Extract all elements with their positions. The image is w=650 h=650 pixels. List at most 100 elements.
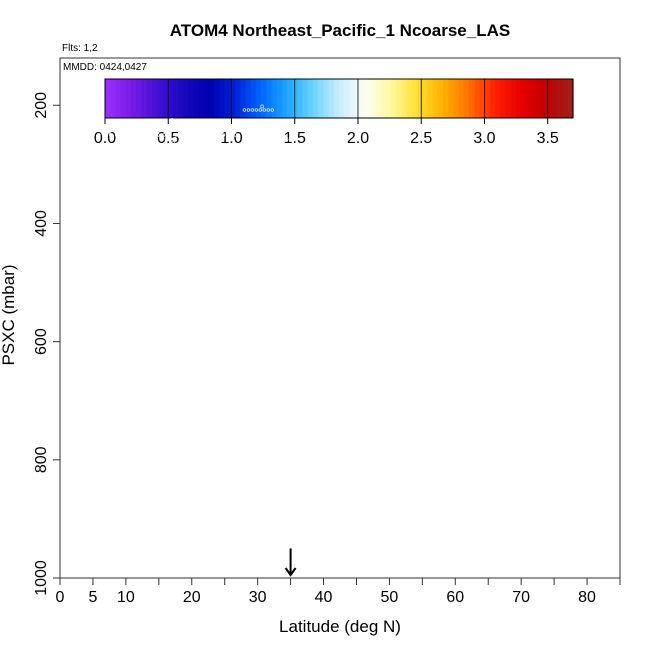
- sample-point: [93, 257, 97, 262]
- y-axis-label: PSXC (mbar): [0, 264, 18, 365]
- sample-point: [260, 104, 264, 109]
- sample-point: [174, 155, 178, 159]
- sample-point: [216, 246, 221, 250]
- sample-point: [142, 499, 147, 504]
- colorbar-tick-label: 1.0: [220, 130, 242, 147]
- sample-point: [99, 455, 104, 460]
- sample-point: [158, 339, 163, 343]
- sample-point: [223, 123, 227, 128]
- sample-point: [153, 127, 158, 132]
- sample-point: [229, 184, 234, 189]
- sample-point: [281, 343, 286, 347]
- sample-point: [161, 536, 165, 540]
- sample-point: [204, 288, 209, 293]
- sample-point: [122, 412, 127, 417]
- colorbar-segment: [136, 79, 142, 118]
- sample-point: [82, 490, 87, 494]
- sample-point: [214, 467, 219, 472]
- colorbar-segment: [406, 79, 413, 118]
- colorbar-segment: [250, 79, 257, 118]
- sample-point: [134, 372, 139, 376]
- colorbar-segment: [432, 79, 439, 118]
- colorbar-segment: [276, 79, 283, 118]
- sample-point: [270, 108, 274, 112]
- sample-point: [254, 314, 258, 319]
- sample-point: [186, 133, 190, 137]
- colorbar-segment: [557, 79, 564, 118]
- sample-point: [272, 358, 277, 363]
- sample-point: [112, 186, 117, 190]
- colorbar-segment: [224, 79, 231, 118]
- colorbar-segment: [344, 79, 350, 118]
- colorbar-segment: [562, 79, 569, 118]
- sample-point: [218, 265, 223, 270]
- sample-point: [271, 328, 276, 333]
- colorbar-segment: [396, 79, 402, 118]
- sample-point: [276, 128, 281, 133]
- sample-point: [119, 456, 124, 460]
- sample-point: [107, 560, 112, 565]
- sample-point: [168, 133, 172, 137]
- sample-point: [293, 190, 297, 194]
- y-tick-label: 600: [33, 328, 50, 355]
- colorbar-segment: [411, 79, 418, 118]
- sample-point: [298, 531, 303, 536]
- sample-point: [108, 428, 112, 433]
- sample-point: [218, 513, 222, 518]
- colorbar-segment: [125, 79, 132, 118]
- sample-point: [145, 571, 150, 576]
- colorbar-segment: [302, 79, 309, 118]
- colorbar-segment: [245, 79, 252, 118]
- colorbar-segment: [151, 79, 158, 118]
- sample-point: [155, 328, 159, 333]
- colorbar-segment: [385, 79, 392, 118]
- sample-point: [170, 118, 175, 122]
- colorbar-segment: [354, 79, 361, 118]
- sample-point: [112, 509, 116, 514]
- sample-point: [276, 504, 281, 509]
- x-axis-label: Latitude (deg N): [279, 617, 401, 636]
- x-tick-label: 30: [249, 589, 267, 606]
- y-tick-label: 400: [33, 210, 50, 237]
- sample-point: [209, 133, 214, 137]
- sample-point: [92, 388, 97, 392]
- sample-point: [193, 186, 198, 191]
- colorbar-segment: [474, 79, 480, 118]
- sample-point: [141, 414, 145, 419]
- sample-point: [233, 558, 238, 563]
- sample-point: [298, 511, 303, 516]
- sample-point: [237, 499, 241, 503]
- sample-point: [302, 366, 307, 371]
- sample-point: [243, 216, 248, 221]
- sample-point: [223, 201, 228, 206]
- sample-point: [133, 438, 138, 443]
- sample-point: [214, 253, 219, 258]
- sample-point: [123, 370, 128, 374]
- sample-point: [284, 137, 289, 142]
- sample-point: [219, 363, 224, 368]
- sample-point: [92, 513, 96, 518]
- sample-point: [262, 108, 266, 112]
- sample-point: [227, 133, 232, 137]
- sample-point: [120, 224, 125, 229]
- colorbar-segment: [531, 79, 538, 118]
- sample-point: [138, 133, 143, 137]
- x-tick-label: 5: [88, 589, 97, 606]
- sample-point: [200, 212, 205, 216]
- sample-point: [188, 532, 192, 537]
- colorbar-segment: [307, 79, 314, 118]
- sample-point: [97, 133, 101, 137]
- colorbar-segment: [313, 79, 319, 118]
- colorbar-segment: [567, 79, 574, 118]
- colorbar-segment: [422, 79, 428, 118]
- colorbar-segment: [484, 79, 491, 118]
- colorbar-tick-label: 0.5: [157, 130, 179, 147]
- sample-point: [208, 223, 212, 227]
- sample-point: [212, 134, 217, 139]
- sample-point: [110, 159, 114, 164]
- sample-point: [112, 293, 116, 298]
- sample-point: [291, 326, 295, 331]
- colorbar-tick-label: 3.5: [537, 130, 559, 147]
- sample-point: [193, 390, 198, 394]
- sample-point: [242, 108, 247, 112]
